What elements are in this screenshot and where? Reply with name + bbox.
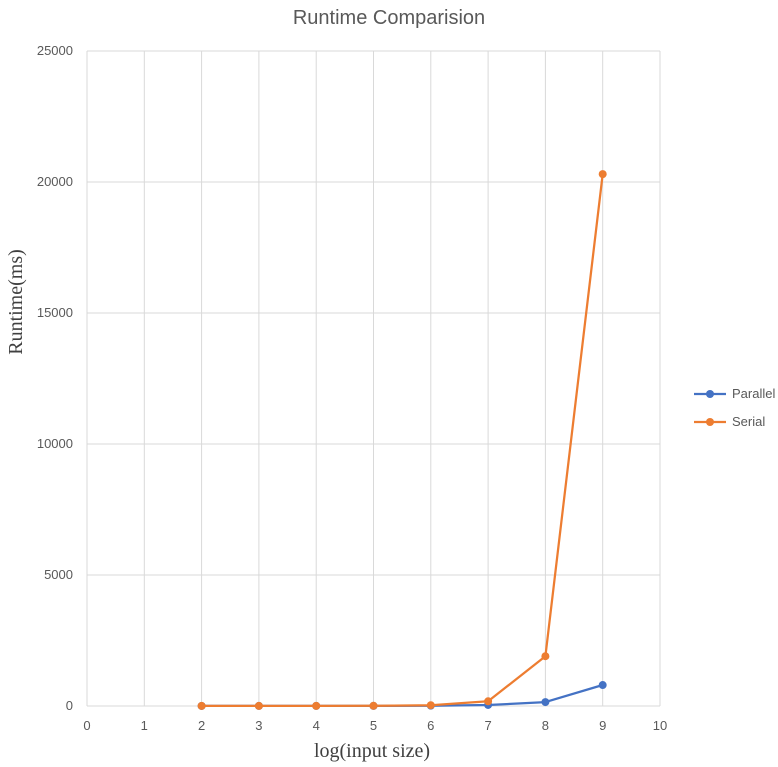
series-serial — [197, 170, 607, 710]
x-axis-ticks: 0 1 2 3 4 5 6 7 8 9 10 — [83, 718, 667, 733]
y-tick-label: 15000 — [37, 305, 73, 320]
y-tick-label: 0 — [66, 698, 73, 713]
data-point — [598, 170, 607, 179]
data-point — [254, 701, 263, 710]
x-tick-label: 7 — [484, 718, 491, 733]
data-point — [598, 681, 607, 690]
x-tick-label: 5 — [370, 718, 377, 733]
y-tick-label: 25000 — [37, 43, 73, 58]
x-tick-label: 10 — [653, 718, 667, 733]
y-axis-ticks: 0 5000 10000 15000 20000 25000 — [37, 43, 73, 713]
data-point — [484, 697, 493, 706]
legend-item: Serial — [694, 414, 765, 429]
x-tick-label: 1 — [141, 718, 148, 733]
x-tick-label: 3 — [255, 718, 262, 733]
data-point — [197, 701, 206, 710]
y-tick-label: 20000 — [37, 174, 73, 189]
data-point — [541, 698, 550, 707]
data-point — [541, 652, 550, 661]
legend-label: Serial — [732, 414, 765, 429]
legend-item: Parallel — [694, 386, 775, 401]
series-group — [197, 170, 607, 710]
series-line — [201, 173, 604, 708]
legend-swatch-marker — [706, 418, 714, 426]
y-tick-label: 10000 — [37, 436, 73, 451]
legend-label: Parallel — [732, 386, 775, 401]
legend: Parallel Serial — [694, 386, 775, 429]
x-axis-label: log(input size) — [314, 740, 430, 762]
data-point — [312, 701, 321, 710]
grid — [86, 50, 661, 707]
data-point — [369, 701, 378, 710]
x-tick-label: 4 — [313, 718, 320, 733]
chart-title: Runtime Comparision — [293, 7, 485, 29]
legend-swatch-marker — [706, 390, 714, 398]
y-tick-label: 5000 — [44, 567, 73, 582]
x-tick-label: 8 — [542, 718, 549, 733]
x-tick-label: 0 — [83, 718, 90, 733]
x-tick-label: 6 — [427, 718, 434, 733]
x-tick-label: 9 — [599, 718, 606, 733]
x-tick-label: 2 — [198, 718, 205, 733]
data-point — [426, 701, 435, 710]
y-axis-label: Runtime(ms) — [5, 249, 27, 355]
